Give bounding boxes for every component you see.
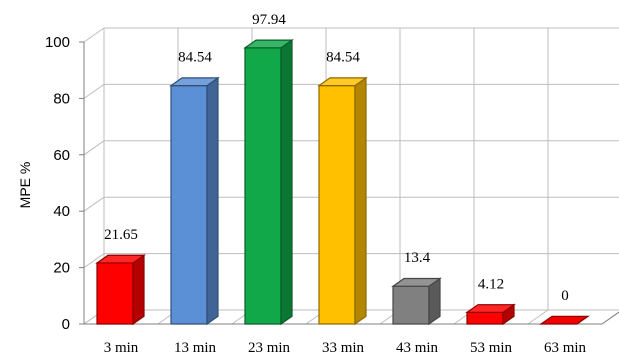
bar-top-4 — [391, 277, 442, 287]
labels: 0 20 40 60 80 100 21.65 3 min 84.54 13 min 97.94 23… — [45, 12, 587, 356]
bar-6 — [539, 315, 590, 325]
bar-side-0 — [132, 254, 145, 326]
y-tick-label-5: 100 — [45, 34, 70, 51]
data-label-5: 4.12 — [478, 276, 504, 292]
data-label-2: 97.94 — [252, 12, 286, 28]
gridline-wall-5 — [83, 27, 105, 43]
bar-top-0 — [95, 254, 146, 264]
bar-5 — [465, 303, 516, 326]
bar-side-1 — [206, 76, 219, 326]
bar-side-2 — [280, 38, 293, 326]
x-tick-label-0: 3 min — [104, 340, 139, 356]
bar-side-3 — [354, 76, 367, 326]
data-label-4: 13.4 — [404, 250, 431, 266]
gridline-wall-3 — [83, 140, 105, 156]
bar-front-2 — [244, 47, 282, 325]
bar-top-5 — [465, 304, 516, 313]
bar-front-5 — [466, 311, 504, 325]
x-tick-label-5: 53 min — [470, 340, 513, 356]
bar-3 — [317, 76, 368, 326]
y-axis-title: MPE % — [17, 162, 33, 209]
bar-1 — [169, 76, 220, 326]
y-tick-label-4: 80 — [53, 90, 70, 107]
x-tick-label-6: 63 min — [544, 340, 587, 356]
x-tick-label-1: 13 min — [174, 340, 217, 356]
y-tick-label-2: 40 — [53, 203, 70, 220]
gridline-wall-4 — [83, 83, 105, 99]
bars — [95, 38, 590, 326]
bar-2 — [243, 38, 294, 326]
x-tick-label-2: 23 min — [248, 340, 291, 356]
y-tick-label-1: 20 — [53, 260, 70, 277]
bar-top-6 — [539, 315, 590, 325]
y-tick-label-0: 0 — [62, 316, 70, 333]
floor-line-6 — [527, 309, 549, 325]
bar-top-1 — [169, 77, 220, 87]
gridline-wall-1 — [83, 253, 105, 269]
bar-top-2 — [243, 39, 294, 49]
data-label-1: 84.54 — [178, 50, 212, 66]
gridline-wall-2 — [83, 196, 105, 212]
x-tick-label-3: 33 min — [322, 340, 365, 356]
data-label-0: 21.65 — [104, 227, 138, 243]
bar-4 — [391, 277, 442, 326]
bar-top-3 — [317, 77, 368, 87]
floor-edge — [601, 311, 619, 325]
bar-front-0 — [96, 262, 134, 325]
x-tick-label-4: 43 min — [396, 340, 439, 356]
data-label-3: 84.54 — [326, 50, 360, 66]
bar-front-3 — [318, 84, 356, 325]
bar-front-4 — [392, 285, 430, 325]
bar-0 — [95, 254, 146, 326]
data-label-6: 0 — [561, 288, 569, 304]
y-tick-label-3: 60 — [53, 147, 70, 164]
bar-front-1 — [170, 84, 208, 325]
